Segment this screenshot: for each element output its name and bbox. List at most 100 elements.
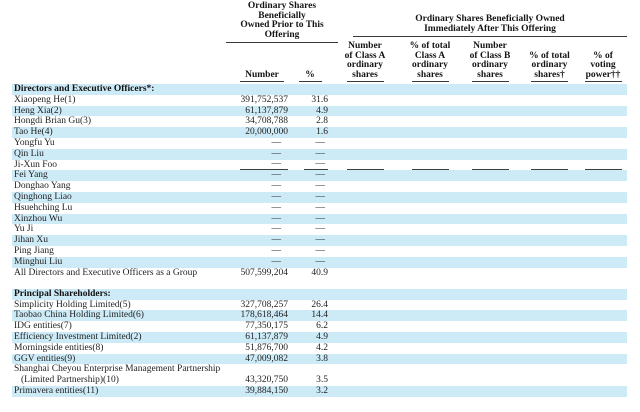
col-classB-number <box>460 246 520 257</box>
row-label: Primavera entities(11) <box>14 386 99 397</box>
column-rule-segment <box>346 160 384 170</box>
col-classB-number <box>460 321 520 332</box>
col-number-prior: 77,350,175 <box>245 321 288 332</box>
col-classA-pct <box>400 106 460 117</box>
col-classA-pct <box>400 321 460 332</box>
col-number-prior: 20,000,000 <box>245 127 288 138</box>
col-pct-prior: — <box>315 148 326 159</box>
table-row: (Limited Partnership)(10) 43,320,750 3.5 <box>12 375 627 386</box>
col-number-prior: — <box>234 159 290 171</box>
col-voting-power <box>579 203 627 214</box>
col-total-ordinary-pct <box>520 332 579 343</box>
col-pct-prior: — <box>315 137 326 148</box>
col-number-prior: 34,708,788 <box>245 116 288 127</box>
prior-offering-group-header: Ordinary Shares Beneficially Owned Prior t… <box>226 1 338 43</box>
col-classA-pct <box>400 375 460 386</box>
table-row: Morningside entities(8) 51,876,700 4.2 <box>12 343 627 354</box>
col-pct-prior: — <box>315 213 326 224</box>
section-header-row: Directors and Executive Officers*: <box>12 84 627 95</box>
col-classB-number <box>460 332 520 343</box>
col-classA-number <box>330 138 400 149</box>
col-classA-pct <box>400 235 460 246</box>
col-number-prior: — <box>271 256 282 267</box>
col-classA-pct <box>400 149 460 160</box>
col-pct-prior: 4.9 <box>316 105 328 116</box>
col-total-ordinary-pct <box>520 257 579 268</box>
col-total-ordinary-pct <box>520 181 579 192</box>
table-row: Qin Liu — — <box>12 148 627 160</box>
prior-number-col-header: Number <box>234 70 290 82</box>
col-classB-number <box>460 203 520 214</box>
row-label: Simplicity Holding Limited(5) <box>14 299 131 310</box>
col-pct-prior: 14.4 <box>311 310 328 321</box>
col-total-ordinary-pct <box>520 300 579 311</box>
table-row: Efficiency Investment Limited(2) 61,137,8… <box>12 332 627 343</box>
row-label: Morningside entities(8) <box>14 342 104 353</box>
row-label: Donghao Yang <box>14 181 71 192</box>
col-classA-pct <box>400 214 460 225</box>
table-row: Yu Ji — — <box>12 224 627 235</box>
table-row: Primavera entities(11) 39,884,150 3.2 <box>12 386 627 397</box>
col-classA-number <box>330 127 400 138</box>
col-number-prior: 47,009,082 <box>245 353 288 364</box>
col-voting-power <box>579 246 627 257</box>
col-number-prior: — <box>271 170 282 181</box>
after-col-rule <box>531 81 568 82</box>
col-number-prior: 178,618,464 <box>240 310 289 321</box>
col-classA-pct <box>400 246 460 257</box>
prior-number-col-rule <box>240 81 284 82</box>
row-label: Shanghai Cheyou Enterprise Management Pa… <box>14 364 221 375</box>
col-classA-number <box>330 375 400 386</box>
col-classA-pct <box>400 224 460 235</box>
table-row: Xiaopeng He(1) 391,752,537 31.6 <box>12 95 627 106</box>
col-number-prior: — <box>271 202 282 213</box>
col-total-ordinary-pct <box>520 138 579 149</box>
col-classA-number <box>330 246 400 257</box>
table-row: Taobao China Holding Limited(6) 178,618,4… <box>12 310 627 322</box>
table-row: Hongdi Brian Gu(3) 34,708,788 2.8 <box>12 116 627 127</box>
after-col-rule <box>411 81 449 82</box>
col-voting-power <box>579 375 627 386</box>
col-voting-power <box>579 170 627 181</box>
col-voting-power <box>579 181 627 192</box>
col-classA-pct <box>400 343 460 354</box>
col-classA-number <box>330 364 400 375</box>
table-row: Fei Yang — — <box>12 170 627 182</box>
col-classB-number <box>460 149 520 160</box>
row-label: Ping Jiang <box>14 245 54 256</box>
col-voting-power <box>579 300 627 311</box>
col-classA-number <box>330 116 400 127</box>
col-pct-prior: — <box>315 235 326 246</box>
column-rule-segment <box>411 160 449 170</box>
col-voting-power <box>579 268 627 279</box>
col-pct-prior: — <box>290 159 330 171</box>
col-total-ordinary-pct <box>520 224 579 235</box>
row-label: Qin Liu <box>14 148 44 159</box>
col-total-ordinary-pct <box>520 310 579 321</box>
table-row: Jihan Xu — — <box>12 235 627 246</box>
col-classB-number <box>460 257 520 268</box>
col-voting-power <box>579 343 627 354</box>
col-classB-number <box>460 214 520 225</box>
row-label: Xinzhou Wu <box>14 213 63 224</box>
col-voting-power <box>579 116 627 127</box>
col-pct-prior: 26.4 <box>311 299 328 310</box>
col-number-prior: 327,708,257 <box>240 299 289 310</box>
row-label: Hsuehching Lu <box>14 202 73 213</box>
col-number-prior: 507,599,204 <box>240 267 289 278</box>
row-label: IDG entities(7) <box>14 321 72 332</box>
table-row: Heng Xia(2) 61,137,879 4.9 <box>12 105 627 117</box>
table-row: Hsuehching Lu — — <box>12 203 627 214</box>
section-header-row: Principal Shareholders: <box>12 288 627 300</box>
col-classB-number <box>460 192 520 203</box>
col-voting-power <box>579 332 627 343</box>
col-voting-power <box>579 149 627 160</box>
col-pct-prior: 6.2 <box>316 321 328 332</box>
col-classA-number <box>330 203 400 214</box>
table-row: Ji-Xun Foo — — <box>12 159 627 171</box>
col-total-ordinary-pct <box>520 149 579 160</box>
col-number-prior: — <box>271 181 282 192</box>
col-classA-number <box>330 321 400 332</box>
col-classA-pct <box>400 160 460 171</box>
